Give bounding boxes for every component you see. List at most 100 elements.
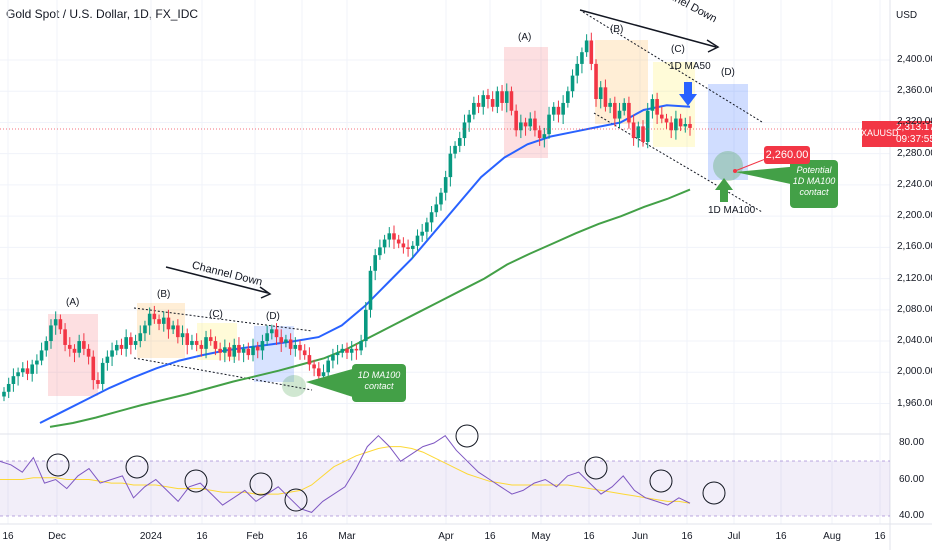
y-tick-label: 2,160.00 <box>897 241 932 253</box>
candle <box>114 344 119 351</box>
candle <box>260 341 265 351</box>
channel-arrow-1 <box>165 266 269 294</box>
candle <box>443 177 448 193</box>
contact-callout-1: 1D MA100 contact <box>357 370 401 391</box>
candle <box>627 102 631 123</box>
candle <box>6 383 11 392</box>
candle <box>519 122 523 131</box>
x-tick-label: May <box>531 531 551 542</box>
candle <box>561 102 565 115</box>
grid <box>0 0 890 524</box>
x-tick-label: Aug <box>823 531 841 542</box>
wave-label: (A) <box>518 32 532 43</box>
target-pointer <box>734 157 769 172</box>
candle <box>490 99 495 107</box>
wave-label: (D) <box>266 311 280 322</box>
candle <box>631 122 636 139</box>
candle <box>589 40 594 64</box>
candle <box>241 348 246 353</box>
candle <box>312 364 316 369</box>
candle <box>340 348 345 353</box>
y-tick-label: 2,400.00 <box>897 54 932 65</box>
candle <box>331 355 335 361</box>
candle <box>223 347 227 353</box>
candle <box>124 337 128 349</box>
candle <box>462 122 467 139</box>
rsi-line <box>0 434 691 513</box>
candle <box>425 222 429 232</box>
candle <box>359 341 363 351</box>
candle <box>129 337 133 345</box>
candle <box>645 110 650 142</box>
candle <box>415 235 420 246</box>
candle <box>378 247 382 256</box>
candle <box>227 347 232 357</box>
candle <box>147 313 152 326</box>
candle <box>194 341 199 345</box>
candle <box>457 138 462 146</box>
currency-label[interactable]: USD <box>896 10 918 21</box>
candle <box>410 245 415 249</box>
candle <box>613 102 617 119</box>
rsi-tick-label: 80.00 <box>899 437 925 448</box>
candle <box>218 348 222 353</box>
candle <box>44 341 49 351</box>
candle <box>2 391 6 397</box>
candle <box>363 309 368 342</box>
candle <box>382 239 387 248</box>
candle <box>523 122 528 127</box>
candle <box>683 124 688 127</box>
candle <box>504 91 509 103</box>
candle <box>30 364 34 374</box>
callout-pointer-1 <box>306 368 356 398</box>
candle <box>119 344 124 349</box>
candle <box>91 356 96 381</box>
wave-label: (D) <box>721 67 735 78</box>
candle <box>500 91 504 103</box>
candle <box>650 99 655 111</box>
wave-label: (B) <box>610 24 624 35</box>
candle <box>537 130 542 139</box>
candles <box>2 32 692 402</box>
candle <box>96 380 100 384</box>
y-tick-label: 2,360.00 <box>897 85 932 97</box>
candle <box>288 339 293 349</box>
y-tick-label: 2,080.00 <box>897 303 932 315</box>
candle <box>617 110 622 119</box>
box-d1 <box>254 326 294 382</box>
x-tick-label: Jul <box>727 531 741 542</box>
chart-title: Gold Spot / U.S. Dollar, 1D, FX_IDC <box>6 7 199 21</box>
contact-circle-2 <box>713 151 743 181</box>
channel2-upper <box>582 11 763 123</box>
symbol-label: XAUUSD <box>861 128 899 138</box>
candle <box>39 350 44 361</box>
candle <box>636 126 641 139</box>
candle <box>157 319 161 324</box>
wave-label: (B) <box>157 289 171 300</box>
candle <box>133 341 138 345</box>
candle <box>509 91 514 111</box>
candle <box>476 102 481 107</box>
candle <box>349 348 354 353</box>
rsi-circle <box>455 424 479 448</box>
candle <box>317 368 321 377</box>
candle <box>655 99 659 115</box>
countdown: 09:37:55 <box>896 134 932 145</box>
rsi-circle <box>649 469 673 493</box>
y-tick-label: 2,120.00 <box>897 272 932 284</box>
candle <box>326 360 331 373</box>
x-tick-label: 16 <box>296 531 308 542</box>
candle <box>255 346 260 351</box>
candle <box>274 329 279 338</box>
ma100-label: 1D MA100 <box>708 205 756 216</box>
candle <box>284 339 288 343</box>
ma100-arrow-shaft <box>720 190 728 202</box>
candle <box>528 118 533 127</box>
candle <box>143 325 147 334</box>
box-d2 <box>708 84 748 180</box>
candle <box>603 87 608 107</box>
candle <box>208 337 213 342</box>
x-tick-label: 16 <box>196 531 208 542</box>
candle <box>481 95 486 107</box>
